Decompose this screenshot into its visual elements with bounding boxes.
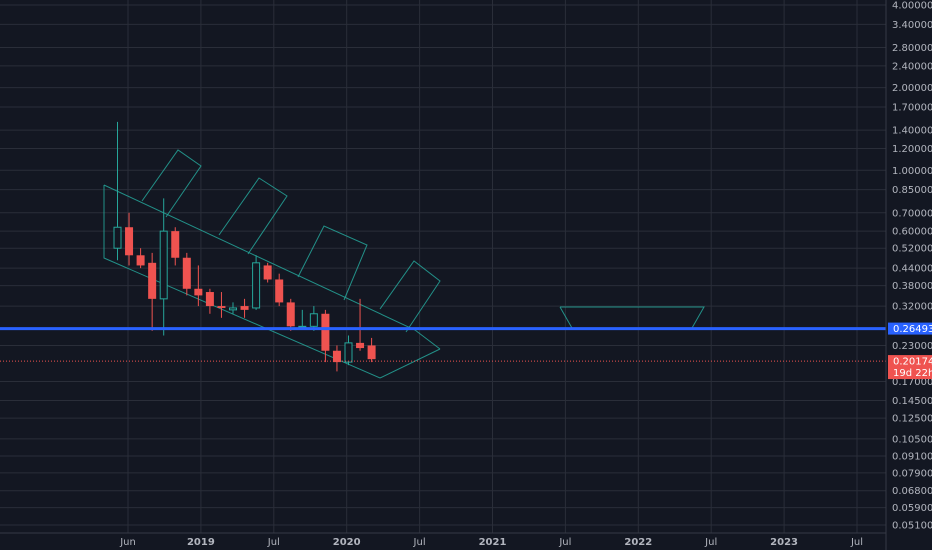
- candle-body: [332, 350, 341, 363]
- candle: [240, 298, 249, 318]
- y-tick-label: 4.00000: [892, 1, 932, 12]
- projection-shape-4: [379, 260, 441, 333]
- x-tick-label: Jul: [704, 537, 717, 548]
- candle: [182, 252, 191, 296]
- candle: [125, 212, 134, 266]
- candle-body: [148, 262, 157, 299]
- x-tick-label: Jul: [558, 537, 571, 548]
- candle: [275, 273, 284, 307]
- candle: [252, 255, 261, 310]
- candle: [367, 337, 376, 363]
- candle: [286, 298, 295, 331]
- y-tick-label: 2.40000: [892, 61, 932, 72]
- x-tick-label: 2022: [624, 537, 652, 548]
- candle-body: [229, 307, 237, 311]
- candle-body: [217, 306, 226, 308]
- x-tick-label: 2019: [187, 537, 215, 548]
- y-tick-label: 0.17000: [892, 377, 932, 388]
- candle-body: [194, 288, 203, 296]
- candle: [159, 198, 168, 336]
- y-tick-label: 0.12500: [892, 414, 932, 425]
- candle-body: [275, 279, 284, 303]
- candle-body: [321, 313, 330, 351]
- x-tick-label: Jul: [850, 537, 863, 548]
- channel-lower-line: [103, 185, 441, 379]
- y-tick-label: 1.40000: [892, 126, 932, 137]
- candle: [332, 345, 341, 372]
- y-tick-label: 0.32000: [892, 302, 932, 313]
- projection-shape-3: [297, 225, 368, 301]
- candles: [113, 121, 376, 372]
- candle: [229, 302, 237, 314]
- y-tick-label: 0.52000: [892, 244, 932, 255]
- y-tick-label: 3.40000: [892, 20, 932, 31]
- y-tick-label: 0.09100: [892, 451, 932, 462]
- candle-body: [356, 342, 365, 349]
- candle-body: [240, 306, 249, 310]
- x-tick-label: 2021: [479, 537, 507, 548]
- y-tick-label: 1.20000: [892, 144, 932, 155]
- y-tick-label: 0.85000: [892, 185, 932, 196]
- y-tick-label: 0.44000: [892, 264, 932, 275]
- candle-body: [113, 226, 122, 249]
- candle-body: [159, 230, 168, 300]
- candle-body: [182, 257, 191, 289]
- x-tick-label: Jul: [267, 537, 280, 548]
- time-axis-labels: Jun 2019 Jul 2020 Jul 2021 Jul 2022 Jul 2023 Jul: [119, 537, 863, 548]
- candle-body: [263, 265, 272, 280]
- x-tick-label: Jul: [413, 537, 426, 548]
- y-tick-label: 0.70000: [892, 208, 932, 219]
- x-tick-label: Jun: [119, 537, 136, 548]
- x-tick-label: 2020: [333, 537, 361, 548]
- y-tick-label: 0.05900: [892, 503, 932, 514]
- grid-lines: [0, 0, 886, 533]
- y-tick-label: 0.38000: [892, 281, 932, 292]
- y-tick-label: 2.00000: [892, 83, 932, 94]
- candle: [113, 121, 122, 261]
- y-tick-label: 1.00000: [892, 166, 932, 177]
- candle-body: [367, 345, 376, 360]
- candle-body: [125, 227, 134, 256]
- horizontal-level-badge: 0.26493: [888, 322, 932, 335]
- candle-body: [205, 292, 214, 307]
- last-price-badge: 0.20174 19d 22h: [888, 355, 932, 380]
- x-tick-label: 2023: [770, 537, 798, 548]
- candle: [148, 252, 157, 331]
- candle: [344, 335, 353, 366]
- candle: [309, 306, 318, 331]
- price-axis-panel[interactable]: [886, 0, 932, 550]
- projection-shape-2: [218, 177, 288, 255]
- last-price-badge-text: 0.20174: [893, 357, 932, 368]
- y-tick-label: 0.14500: [892, 396, 932, 407]
- candle: [263, 262, 272, 283]
- y-tick-label: 0.07900: [892, 468, 932, 479]
- candle-body: [309, 313, 318, 327]
- candle: [136, 248, 145, 269]
- horizontal-level-badge-text: 0.26493: [893, 324, 932, 335]
- last-price-countdown-text: 19d 22h: [893, 368, 932, 379]
- candle-body: [252, 262, 261, 309]
- projection-shape-1: [141, 149, 202, 218]
- y-tick-label: 0.10500: [892, 434, 932, 445]
- y-tick-label: 0.05100: [892, 521, 932, 532]
- candle: [356, 298, 365, 351]
- candle: [171, 227, 180, 266]
- candle-body: [136, 255, 145, 266]
- candle-body: [171, 231, 180, 258]
- y-tick-label: 1.70000: [892, 102, 932, 113]
- y-tick-label: 0.23000: [892, 341, 932, 352]
- candle: [205, 288, 214, 314]
- y-tick-label: 2.80000: [892, 43, 932, 54]
- candle-body: [286, 302, 295, 327]
- candle: [321, 309, 330, 363]
- candle-body: [344, 342, 353, 363]
- candle: [217, 292, 226, 318]
- price-axis-labels: 4.00000 3.40000 2.80000 2.40000 2.00000 1.700…: [892, 1, 932, 532]
- y-tick-label: 0.60000: [892, 227, 932, 238]
- y-tick-label: 0.06800: [892, 486, 932, 497]
- candle: [194, 265, 203, 307]
